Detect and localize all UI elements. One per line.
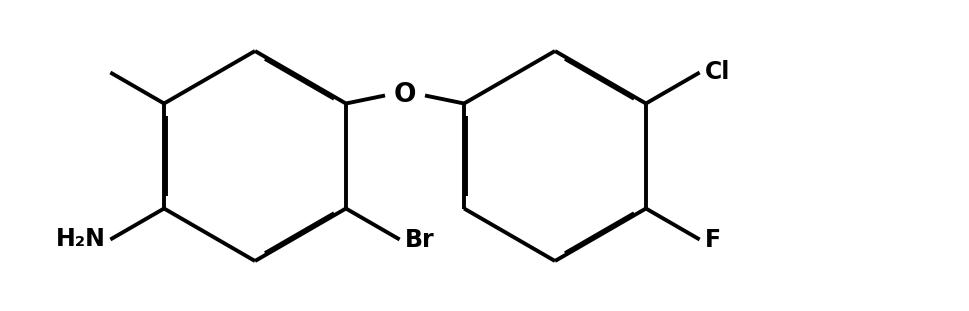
Text: O: O (393, 82, 416, 109)
Text: H₂N: H₂N (55, 228, 106, 252)
Text: Cl: Cl (703, 61, 730, 85)
Text: Br: Br (404, 228, 434, 252)
Text: F: F (703, 228, 720, 252)
